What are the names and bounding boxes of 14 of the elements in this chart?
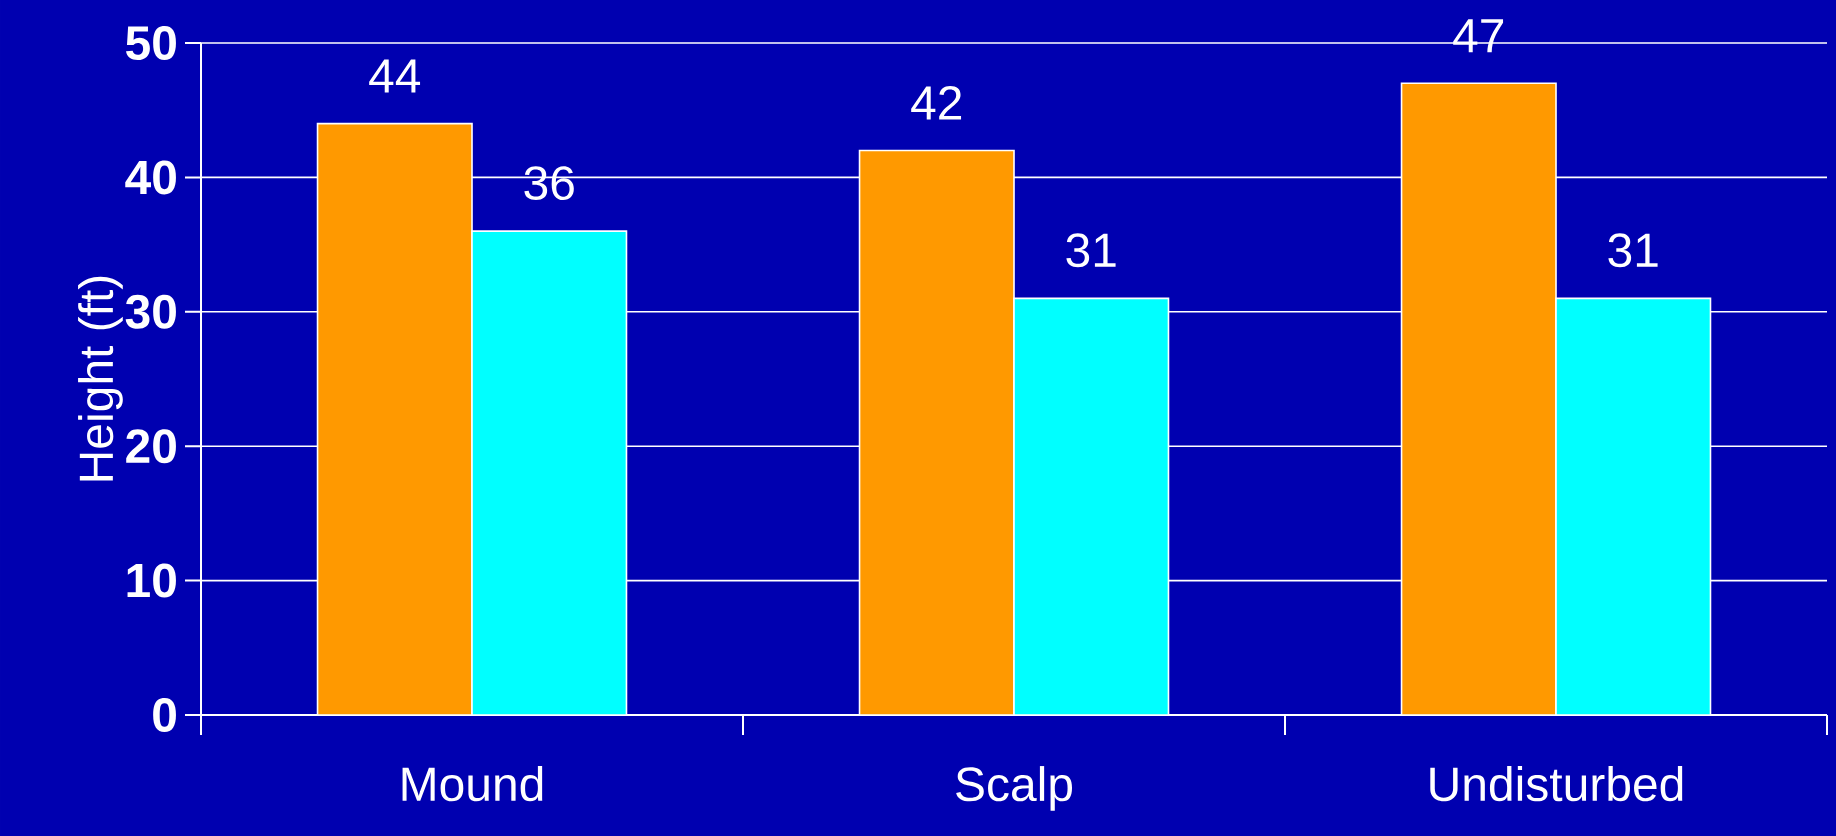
x-tick-label: Mound <box>402 766 543 802</box>
data-label: 44 <box>369 59 421 93</box>
y-tick-label: 40 <box>125 160 176 195</box>
y-tick-label: 50 <box>126 26 176 60</box>
x-tick-label: Undisturbed <box>1430 766 1683 802</box>
y-tick-label: 20 <box>126 429 176 464</box>
data-label: 31 <box>1608 233 1658 268</box>
y-tick-label: 10 <box>127 563 176 598</box>
y-tick-label: 30 <box>125 294 176 329</box>
x-tick-label: Scalp <box>956 766 1073 811</box>
data-label: 31 <box>1066 233 1116 268</box>
y-tick-label: 0 <box>153 698 176 732</box>
y-axis-title: Height (ft) <box>78 276 123 481</box>
data-label: 42 <box>911 85 962 120</box>
